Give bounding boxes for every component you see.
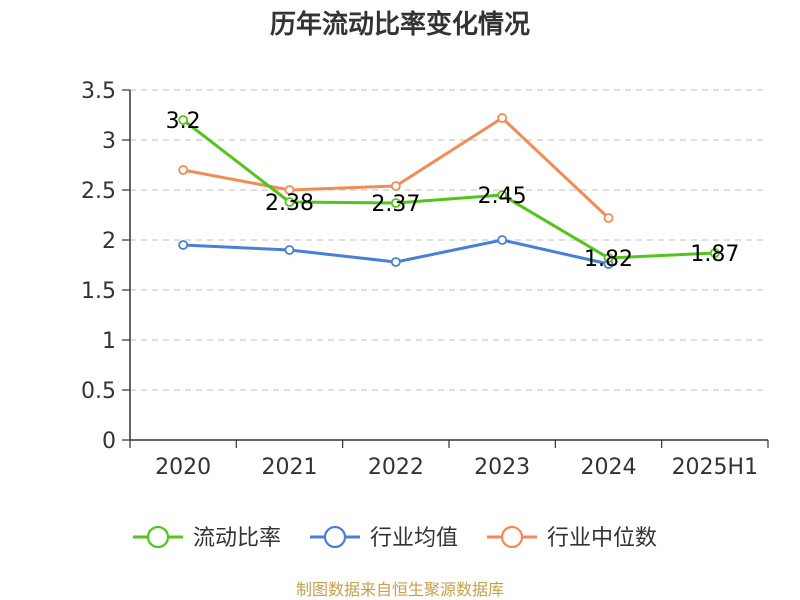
data-point [497,113,508,123]
x-tick-label: 2025H1 [672,455,759,480]
data-labels: 3.2 2.38 2.37 2.45 1.82 1.87 [166,109,740,272]
legend-marker [146,525,170,549]
y-tick-label: 3.5 [81,79,116,104]
data-point [178,165,189,175]
data-point [284,197,295,207]
data-point [390,181,401,191]
x-tick-label: 2022 [368,455,424,480]
legend-label: 行业中位数 [547,526,657,551]
source-note: 制图数据来自恒生聚源数据库 [296,580,504,599]
x-tick-label: 2021 [262,455,318,480]
data-label: 1.87 [690,242,739,267]
legend[interactable]: 流动比率 行业均值 行业中位数 [133,525,657,551]
y-tick-label: 0.5 [81,379,116,404]
data-point [178,115,189,125]
x-tick-label: 2020 [155,455,211,480]
data-point [497,190,508,200]
legend-label: 行业均值 [370,526,458,551]
legend-label: 流动比率 [193,526,281,551]
y-tick-label: 2 [102,229,116,254]
legend-item[interactable]: 流动比率 [133,525,281,551]
x-tick-label: 2023 [474,455,530,480]
legend-item[interactable]: 行业中位数 [487,525,657,551]
legend-item[interactable]: 行业均值 [310,525,458,551]
x-tick-label: 2024 [581,455,637,480]
data-point [178,240,189,250]
data-point [284,185,295,195]
y-tick-label: 2.5 [81,179,116,204]
data-point [603,213,614,223]
data-point [390,198,401,208]
data-point [497,235,508,245]
grid-lines [130,89,768,391]
y-tick-label: 0 [102,429,116,454]
data-label: 2.38 [265,191,314,216]
data-point [390,257,401,267]
chart-title: 历年流动比率变化情况 [270,9,530,40]
data-point [709,248,720,258]
data-point [284,245,295,255]
y-tick-label: 3 [102,129,116,154]
data-label: 2.45 [478,184,527,209]
data-label: 2.37 [371,192,420,217]
data-label: 3.2 [166,109,201,134]
legend-marker [323,525,347,549]
data-point [603,253,614,263]
data-label: 1.82 [584,247,633,272]
legend-marker [500,525,524,549]
series-layer [178,113,720,269]
series-line-0 [182,118,715,260]
axes: 0 0.5 1 1.5 2 2.5 3 3.5 2020 2021 2022 2023 2024 2025… [81,79,769,480]
y-tick-label: 1 [102,329,116,354]
y-tick-label: 1.5 [81,279,116,304]
